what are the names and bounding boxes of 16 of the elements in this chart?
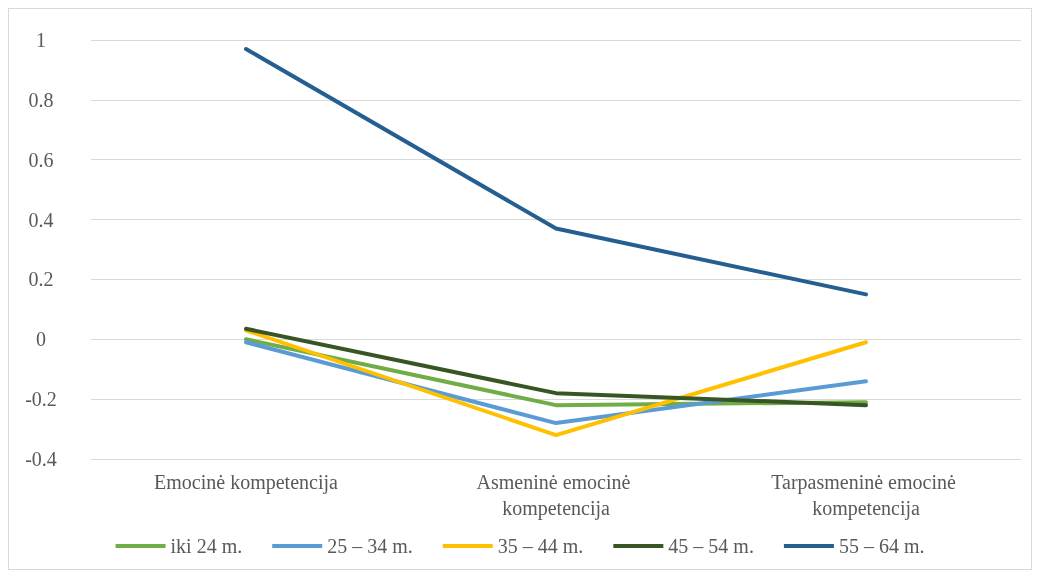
y-tick-label: -0.2 — [25, 388, 57, 411]
y-tick-label: 1 — [36, 29, 46, 51]
legend-label: 25 – 34 m. — [327, 535, 413, 557]
y-tick-label: 0.2 — [28, 268, 54, 291]
x-tick-label: Tarpasmeninė emocinė kompetencija — [771, 471, 961, 520]
y-tick-label: -0.4 — [25, 448, 57, 470]
legend-label: 35 – 44 m. — [497, 535, 584, 557]
legend-label: 45 – 54 m. — [668, 535, 754, 557]
x-tick-label: Asmeninė emocinė kompetencija — [476, 471, 636, 520]
legend-label: iki 24 m. — [170, 535, 243, 557]
x-tick-label: Emocinė kompetencija — [154, 471, 339, 494]
y-tick-label: 0 — [36, 328, 46, 351]
y-tick-label: 0.6 — [28, 148, 54, 171]
y-tick-label: 0.8 — [28, 88, 54, 111]
y-tick-label: 0.4 — [28, 208, 54, 231]
legend-label: 55 – 64 m. — [838, 535, 925, 557]
